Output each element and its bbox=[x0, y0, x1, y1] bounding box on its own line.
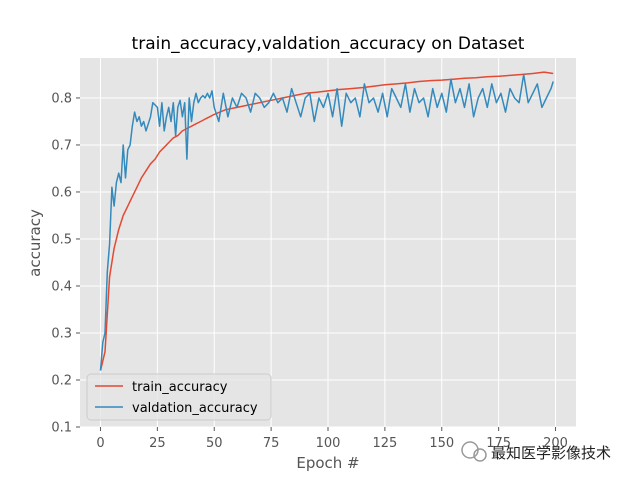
x-tick-label: 75 bbox=[263, 436, 280, 451]
legend-label-train-accuracy: train_accuracy bbox=[132, 380, 228, 395]
x-axis-label: Epoch # bbox=[296, 454, 359, 472]
y-tick-label: 0.2 bbox=[51, 373, 72, 388]
y-axis-ticks: 0.1 0.2 0.3 0.4 0.5 0.6 0.7 0.8 bbox=[51, 91, 80, 436]
x-tick-label: 175 bbox=[486, 436, 511, 451]
chart-title: train_accuracy,valdation_accuracy on Dat… bbox=[132, 34, 525, 54]
x-tick-label: 150 bbox=[429, 436, 454, 451]
watermark-text: 最知医学影像技术 bbox=[491, 444, 611, 462]
legend: train_accuracy valdation_accuracy bbox=[86, 373, 272, 421]
x-axis-ticks: 0 25 50 75 100 125 150 175 200 bbox=[96, 427, 568, 451]
y-tick-label: 0.4 bbox=[51, 279, 72, 294]
x-tick-label: 25 bbox=[149, 436, 166, 451]
wechat-icon-bubble bbox=[473, 448, 487, 462]
y-tick-label: 0.6 bbox=[51, 185, 72, 200]
x-tick-label: 125 bbox=[372, 436, 397, 451]
legend-label-valdation-accuracy: valdation_accuracy bbox=[132, 401, 258, 416]
y-tick-label: 0.8 bbox=[51, 91, 72, 106]
watermark: 最知医学影像技术 bbox=[461, 441, 611, 462]
x-tick-label: 0 bbox=[96, 436, 104, 451]
x-tick-label: 200 bbox=[543, 436, 568, 451]
legend-box bbox=[86, 373, 272, 421]
y-axis-label: accuracy bbox=[26, 209, 44, 277]
x-tick-label: 50 bbox=[206, 436, 223, 451]
y-tick-label: 0.3 bbox=[51, 326, 72, 341]
y-tick-label: 0.7 bbox=[51, 138, 72, 153]
series-layer bbox=[99, 71, 554, 371]
y-tick-label: 0.1 bbox=[51, 421, 72, 436]
x-tick-label: 100 bbox=[316, 436, 341, 451]
series-line-valdation-accuracy bbox=[99, 73, 554, 371]
y-tick-label: 0.5 bbox=[51, 232, 72, 247]
